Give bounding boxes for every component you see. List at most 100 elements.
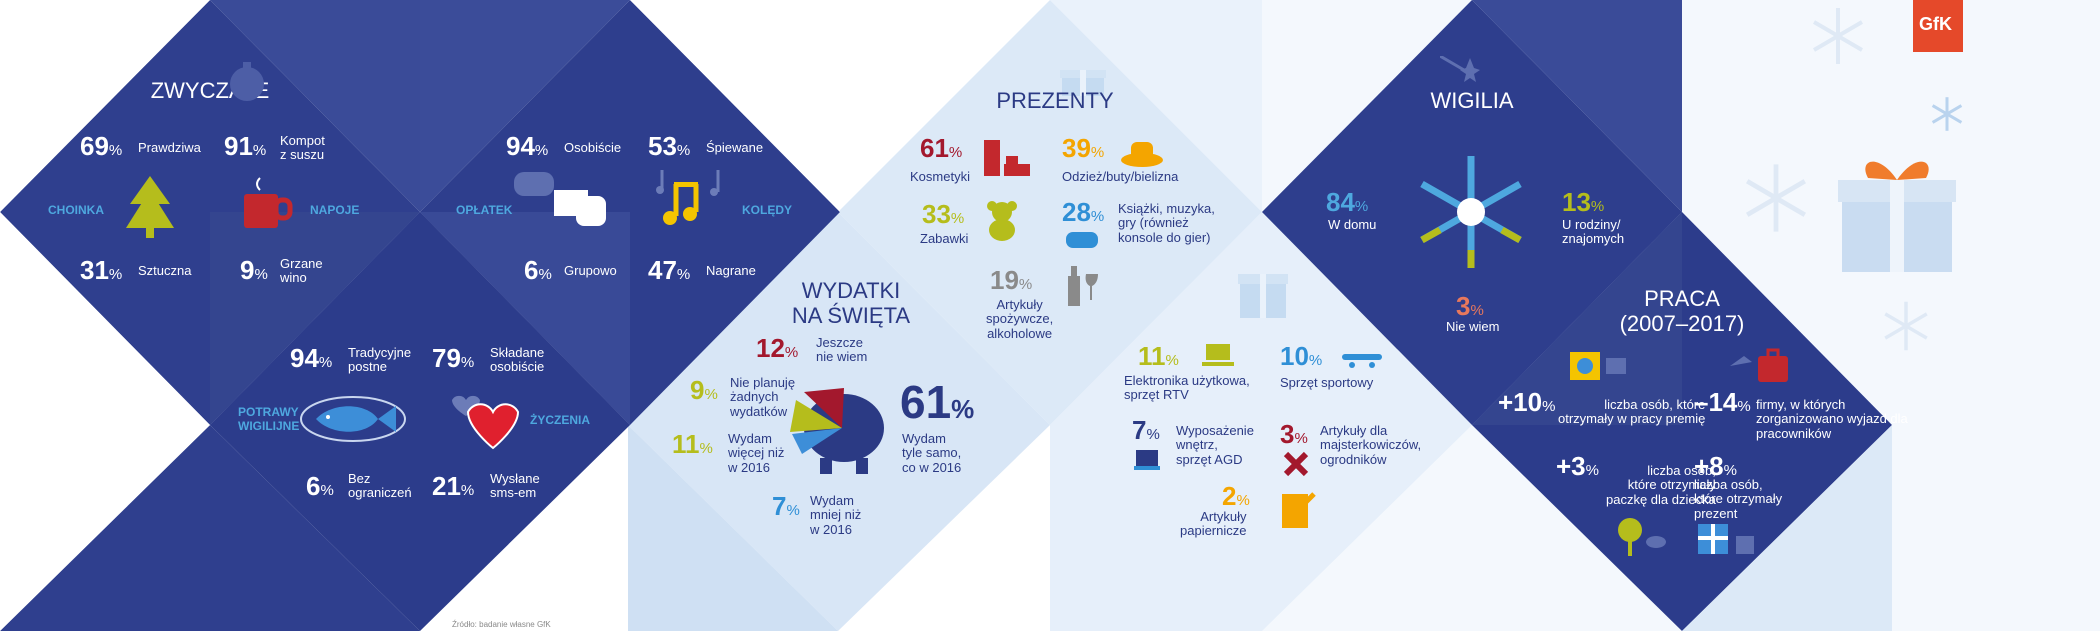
elektronika-stat: 11% <box>1138 341 1179 371</box>
tradycyjne-label: Tradycyjne postne <box>348 345 412 375</box>
wydatki-wiecej-label: Wydam więcej niż w 2016 <box>728 431 785 475</box>
snowflake-icon <box>1812 8 1864 64</box>
wydatki-brak-stat: 9% <box>690 375 718 405</box>
snowflake-icon <box>1745 164 1807 232</box>
gift-icon <box>1060 70 1106 96</box>
kosmetyki-label: Kosmetyki <box>910 169 970 184</box>
wydatki-title: WYDATKI NA ŚWIĘTA <box>791 278 911 329</box>
wydatki-mniej-stat: 7% <box>772 491 800 521</box>
choinka-real-stat: 69% <box>80 131 123 161</box>
wigilia-title: WIGILIA <box>1430 88 1514 113</box>
grupowo-stat: 6% <box>524 255 552 285</box>
appliance-icon <box>1134 450 1160 470</box>
w-domu-label: W domu <box>1328 217 1377 232</box>
wydatki-brak-label: Nie planuję żadnych wydatków <box>730 375 796 419</box>
gift-icon <box>1698 524 1754 554</box>
prezenty-title: PREZENTY <box>996 88 1114 113</box>
prezent-stat: +8% <box>1694 451 1737 481</box>
wyjazd-label: firmy, w których zorganizowano wyjazd dla… <box>1756 397 1908 441</box>
skladane-label: Składane osobiście <box>490 345 545 375</box>
nagrane-label: Nagrane <box>706 263 756 278</box>
sportowy-stat: 10% <box>1280 341 1323 371</box>
wydatki-tyle-stat: 61% <box>900 376 975 428</box>
skladane-stat: 79% <box>432 343 475 373</box>
tradycyjne-stat: 94% <box>290 343 333 373</box>
gfk-logo: GfK <box>1913 0 1963 52</box>
agd-label: Wyposażenie wnętrz, sprzęt AGD <box>1176 423 1254 467</box>
wyjazd-stat: –14% <box>1694 387 1751 417</box>
choinka-artificial-label: Sztuczna <box>138 263 192 278</box>
nagrane-stat: 47% <box>648 255 691 285</box>
bez-label: Bez ograniczeń <box>348 471 412 501</box>
osobiscie-stat: 94% <box>506 131 549 161</box>
music-notes-icon <box>656 170 720 225</box>
zabawki-label: Zabawki <box>920 231 969 246</box>
grupowo-label: Grupowo <box>564 263 617 278</box>
zabawki-stat: 33% <box>922 199 965 229</box>
notepad-icon <box>1282 492 1316 528</box>
ksiazki-stat: 28% <box>1062 197 1105 227</box>
sportowy-label: Sprzęt sportowy <box>1280 375 1374 390</box>
piggy-bank-icon <box>790 388 884 474</box>
paczka-label: liczba osób, które otrzymały paczkę dla dz… <box>1606 463 1716 507</box>
bez-stat: 6% <box>306 471 334 501</box>
papiernicze-label: Artykuły papiernicze <box>1180 509 1247 539</box>
cosmetics-icon <box>984 140 1030 176</box>
kosmetyki-stat: 61% <box>920 133 963 163</box>
heart-icon <box>452 395 520 450</box>
choinka-tag: CHOINKA <box>48 203 104 217</box>
wydatki-wiecej-stat: 11% <box>672 429 713 459</box>
artykuly-stat: 19% <box>990 265 1033 295</box>
kompot-label: Kompot z suszu <box>280 133 325 163</box>
odziez-stat: 39% <box>1062 133 1105 163</box>
gamepad-icon <box>1066 232 1098 248</box>
snowflake-icon <box>1420 156 1522 268</box>
laptop-icon <box>1202 344 1234 366</box>
skateboard-icon <box>1342 354 1382 368</box>
premia-label: liczba osób, które otrzymały w pracy prem… <box>1558 397 1706 427</box>
elektronika-label: Elektronika użytkowa, sprzęt RTV <box>1124 373 1250 403</box>
choinka-real-label: Prawdziwa <box>138 140 201 155</box>
spiewane-label: Śpiewane <box>706 140 764 155</box>
papiernicze-stat: 2% <box>1222 481 1250 511</box>
rattle-icon <box>1618 518 1666 556</box>
oplatek-tag: OPŁATEK <box>456 203 513 217</box>
zyczenia-tag: ŻYCZENIA <box>530 413 590 427</box>
wydatki-tyle-label: Wydam tyle samo, co w 2016 <box>902 431 962 475</box>
teddy-bear-icon <box>987 201 1017 241</box>
gfk-logo-text: GfK <box>1919 14 1952 34</box>
grzane-label: Grzane wino <box>280 256 323 286</box>
grzane-stat: 9% <box>240 255 268 285</box>
potrawy-tag: POTRAWY WIGILIJNE <box>238 405 300 433</box>
u-rodziny-label: U rodziny/znajomych <box>1562 217 1625 247</box>
shooting-star-icon <box>1440 56 1480 82</box>
u-rodziny-stat: 13% <box>1562 187 1605 217</box>
source-note: Źródło: badanie własne GfK <box>452 620 551 629</box>
wigilia-nie-wiem-stat: 3% <box>1456 291 1484 321</box>
majsterkowicze-stat: 3% <box>1280 419 1308 449</box>
premia-stat: +10% <box>1498 387 1556 417</box>
paczka-stat: +3% <box>1556 451 1599 481</box>
sms-label: Wysłane sms-em <box>490 471 540 501</box>
praca-title: PRACA (2007–2017) <box>1619 286 1745 337</box>
wydatki-nie-wiem-label: Jeszcze nie wiem <box>816 335 868 365</box>
kompot-stat: 91% <box>224 131 267 161</box>
wydatki-nie-wiem-stat: 12% <box>756 333 799 363</box>
ksiazki-label: Książki, muzyka, gry (również konsole do g… <box>1118 201 1215 245</box>
artykuly-label: Artykuły spożywcze, alkoholowe <box>986 297 1054 341</box>
money-icon <box>1570 352 1626 380</box>
wydatki-mniej-label: Wydam mniej niż w 2016 <box>810 493 862 537</box>
osobiscie-label: Osobiście <box>564 140 622 155</box>
koledy-tag: KOLĘDY <box>742 203 793 217</box>
sms-stat: 21% <box>432 471 475 501</box>
christmas-tree-icon <box>126 176 174 238</box>
gift-icon <box>1838 161 1956 272</box>
bauble-icon <box>230 62 264 101</box>
snowflake-icon <box>1884 301 1928 351</box>
wine-icon <box>1068 266 1098 306</box>
hat-icon <box>1121 142 1163 167</box>
w-domu-stat: 84% <box>1326 187 1369 217</box>
mug-icon <box>244 177 293 228</box>
prezent-label: liczba osób, które otrzymały prezent <box>1694 477 1783 521</box>
